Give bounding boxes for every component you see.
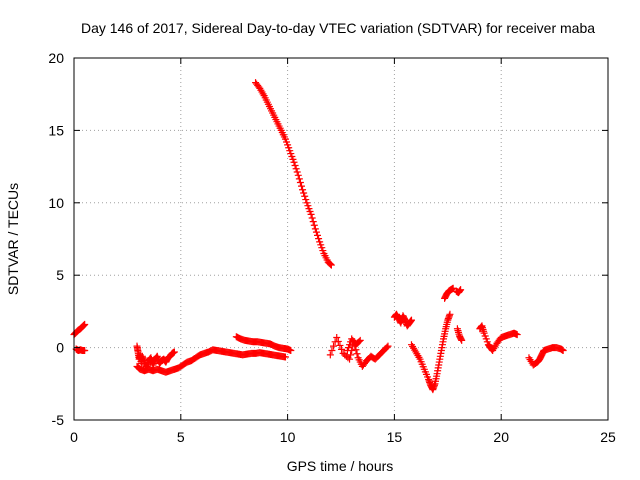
data-point xyxy=(384,342,392,350)
y-tick-label: 0 xyxy=(56,340,64,356)
data-point xyxy=(407,316,415,324)
x-axis-label: GPS time / hours xyxy=(287,458,394,474)
data-point-interp xyxy=(291,162,299,170)
data-point-interp xyxy=(302,196,310,204)
y-tick-label: 10 xyxy=(48,195,64,211)
chart-title: Day 146 of 2017, Sidereal Day-to-day VTE… xyxy=(81,20,595,36)
series-arc-07 xyxy=(326,333,392,370)
data-point-interp xyxy=(300,189,308,197)
data-point xyxy=(559,346,567,354)
data-point xyxy=(346,355,354,363)
data-point-interp xyxy=(338,345,346,353)
data-point xyxy=(327,261,335,269)
data-point xyxy=(333,333,341,341)
data-point xyxy=(299,186,307,194)
x-tick-label: 5 xyxy=(177,429,185,445)
y-axis-label: SDTVAR / TECUs xyxy=(5,183,21,295)
data-point xyxy=(294,171,302,179)
series-arc-11 xyxy=(441,284,457,302)
data-point-interp xyxy=(336,341,344,349)
series-arc-12 xyxy=(452,286,465,297)
data-point xyxy=(513,331,521,339)
data-point-interp xyxy=(328,346,336,354)
data-point-interp xyxy=(293,168,301,176)
data-point xyxy=(81,346,89,354)
data-point xyxy=(290,158,298,166)
data-point-interp xyxy=(312,228,320,236)
data-point-interp xyxy=(347,351,355,359)
x-tick-label: 15 xyxy=(387,429,403,445)
data-point-interp xyxy=(383,343,391,351)
plot-frame xyxy=(73,57,609,421)
series-arc-10 xyxy=(407,310,454,394)
data-point-interp xyxy=(353,350,361,358)
series-arc-02 xyxy=(72,345,89,354)
data-point xyxy=(458,336,466,344)
y-tick-label: 15 xyxy=(48,122,64,138)
data-point-interp xyxy=(297,182,305,190)
data-point-interp xyxy=(301,192,309,200)
data-point xyxy=(311,225,319,233)
data-point-interp xyxy=(355,337,363,345)
data-point-interp xyxy=(314,231,322,239)
data-points xyxy=(70,79,567,394)
y-tick-label: -5 xyxy=(52,412,65,428)
series-arc-15 xyxy=(525,344,567,369)
series-arc-13 xyxy=(453,325,466,344)
x-tick-label: 25 xyxy=(600,429,616,445)
series-arc-08 xyxy=(343,335,364,354)
series-arc-14 xyxy=(476,322,521,354)
grid xyxy=(74,58,608,420)
data-point-interp xyxy=(309,218,317,226)
x-tick-label: 10 xyxy=(280,429,296,445)
data-point xyxy=(170,348,178,356)
data-point xyxy=(446,310,454,318)
data-point xyxy=(307,210,315,218)
y-tick-label: 20 xyxy=(48,50,64,66)
data-point-interp xyxy=(310,221,318,229)
axis-ticks: 0 5 10 15 20 25 -5 0 5 10 15 20 xyxy=(48,50,616,445)
data-point xyxy=(326,351,334,359)
data-point-interp xyxy=(327,260,335,268)
data-point xyxy=(356,336,364,344)
data-point-interp xyxy=(326,260,334,268)
x-tick-label: 20 xyxy=(493,429,509,445)
series-arc-06 xyxy=(252,79,335,269)
data-point-interp xyxy=(308,214,316,222)
series-arc-01 xyxy=(70,320,89,339)
series-arc-05 xyxy=(232,333,295,354)
data-point-interp xyxy=(296,179,304,187)
x-tick-label: 0 xyxy=(70,429,78,445)
y-tick-label: 5 xyxy=(56,267,64,283)
data-point-interp xyxy=(292,165,300,173)
data-point xyxy=(81,320,89,328)
data-point-interp xyxy=(295,175,303,183)
data-point-interp xyxy=(315,235,323,243)
data-point xyxy=(457,286,465,294)
series-arc-04 xyxy=(133,346,289,376)
data-point-interp xyxy=(330,342,338,350)
data-point xyxy=(281,353,289,361)
data-point-interp xyxy=(334,337,342,345)
data-point xyxy=(287,346,295,354)
series-arc-09 xyxy=(390,310,415,330)
